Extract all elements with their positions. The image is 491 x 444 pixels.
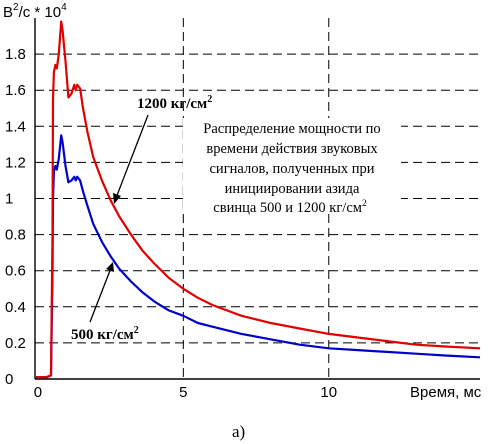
series-line-500 — [35, 134, 481, 379]
arrow-500 — [89, 262, 114, 323]
description-line-3: сигналов, полученных при — [210, 161, 375, 177]
arrow-1200 — [113, 114, 149, 204]
y-tick-label: 0.6 — [5, 263, 26, 280]
x-tick-label: 5 — [179, 384, 187, 401]
label-1200: 1200 кг/см2 — [137, 94, 212, 112]
x-tick-label: 10 — [320, 384, 337, 401]
y-tick-label: 0 — [5, 371, 13, 388]
axes — [34, 18, 480, 380]
series-lines — [35, 20, 481, 379]
y-tick-label: 1.2 — [5, 154, 26, 171]
y-tick-label: 1.8 — [5, 46, 26, 63]
x-axis-label: Время, мс — [410, 384, 482, 401]
y-tick-label: 1.6 — [5, 82, 26, 99]
tick-labels: 0 0.2 0.4 0.6 0.8 1 1.2 1.4 1.6 1.8 0 5 10 — [5, 46, 337, 401]
description-line-1: Распределение мощности по — [203, 121, 380, 137]
y-tick-label: 0.8 — [5, 227, 26, 244]
grid — [35, 18, 480, 379]
description-line-5: свинца 500 и 1200 кг/см2 — [213, 199, 367, 216]
x-tick-label: 0 — [34, 384, 42, 401]
description-text: Распределение мощности по времени действ… — [183, 118, 401, 216]
figure-caption: а) — [232, 422, 245, 441]
description-background — [183, 118, 401, 212]
description-line-2: времени действия звуковых — [206, 141, 378, 157]
series-line-1200 — [35, 20, 481, 379]
y-tick-label: 0.4 — [5, 299, 26, 316]
description-line-4: инициировании азида — [225, 181, 360, 197]
y-tick-label: 0.2 — [5, 335, 26, 352]
label-500: 500 кг/см2 — [71, 325, 139, 343]
y-tick-label: 1.4 — [5, 118, 26, 135]
y-axis-label: В2/с * 104 — [3, 2, 67, 21]
y-tick-label: 1 — [5, 191, 13, 208]
